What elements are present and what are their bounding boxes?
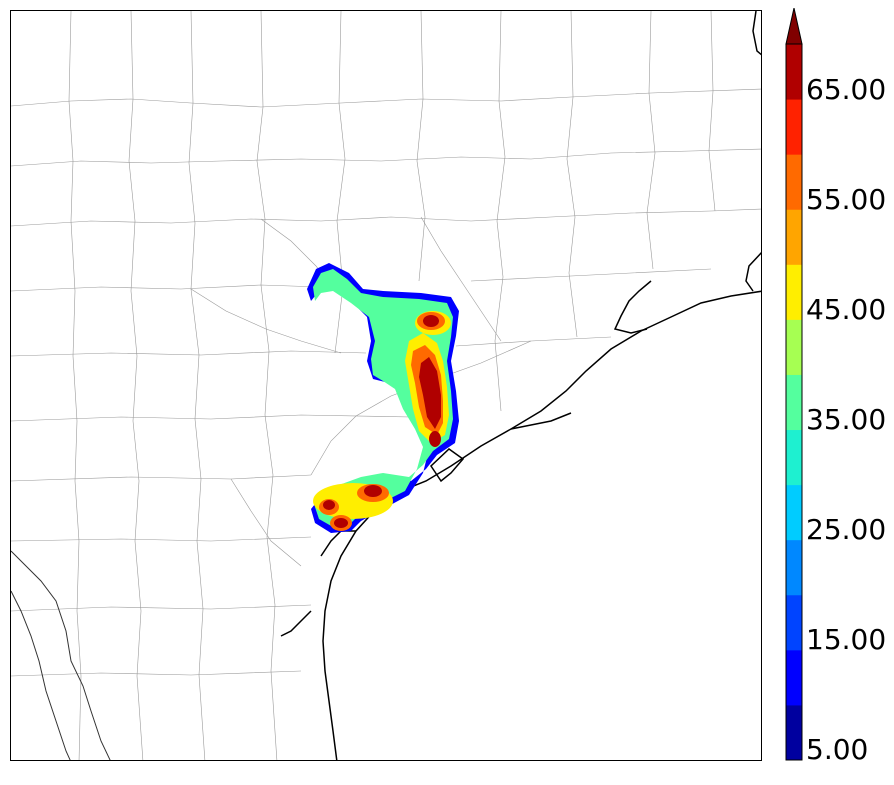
colorbar-tick-label-45: 45.00 <box>806 293 887 326</box>
colorbar-segment <box>786 99 802 155</box>
colorbar-tick-label-35: 35.00 <box>806 403 887 436</box>
colorbar-tick-label-15: 15.00 <box>806 623 887 656</box>
coastline <box>280 11 761 760</box>
contour-level-65 <box>423 315 439 327</box>
map-panel <box>10 10 762 761</box>
colorbar-tick-label-5: 5.00 <box>806 733 869 766</box>
contour-level-65 <box>334 518 348 528</box>
colorbar-segment <box>786 44 802 100</box>
contour-level-35 <box>313 269 453 527</box>
colorbar-tick-label-65: 65.00 <box>806 73 887 106</box>
colorbar-tick-label-55: 55.00 <box>806 183 887 216</box>
colorbar-segment <box>786 484 802 541</box>
colorbar-outline <box>785 43 803 761</box>
contour-level-65 <box>364 485 382 497</box>
colorbar-segment <box>786 319 802 375</box>
colorbar-extend-arrow <box>785 8 803 45</box>
contour-level-65 <box>429 431 441 447</box>
colorbar-segment <box>786 209 802 265</box>
colorbar-tick-label-25: 25.00 <box>806 513 887 546</box>
contour-level-65 <box>323 500 335 510</box>
colorbar-segment <box>786 704 802 761</box>
map-svg <box>11 11 761 760</box>
state-boundary <box>11 550 111 760</box>
colorbar-segment <box>786 154 802 210</box>
colorbar-segment <box>786 264 802 320</box>
colorbar-segment <box>786 594 802 651</box>
colorbar-segment <box>786 539 802 596</box>
contour-level-65 <box>419 357 441 429</box>
colorbar-segment <box>786 649 802 706</box>
filled-contours <box>307 263 459 533</box>
colorbar-segment <box>786 429 802 486</box>
county-boundaries <box>11 11 761 760</box>
colorbar <box>785 8 803 761</box>
colorbar-segment <box>786 374 802 431</box>
